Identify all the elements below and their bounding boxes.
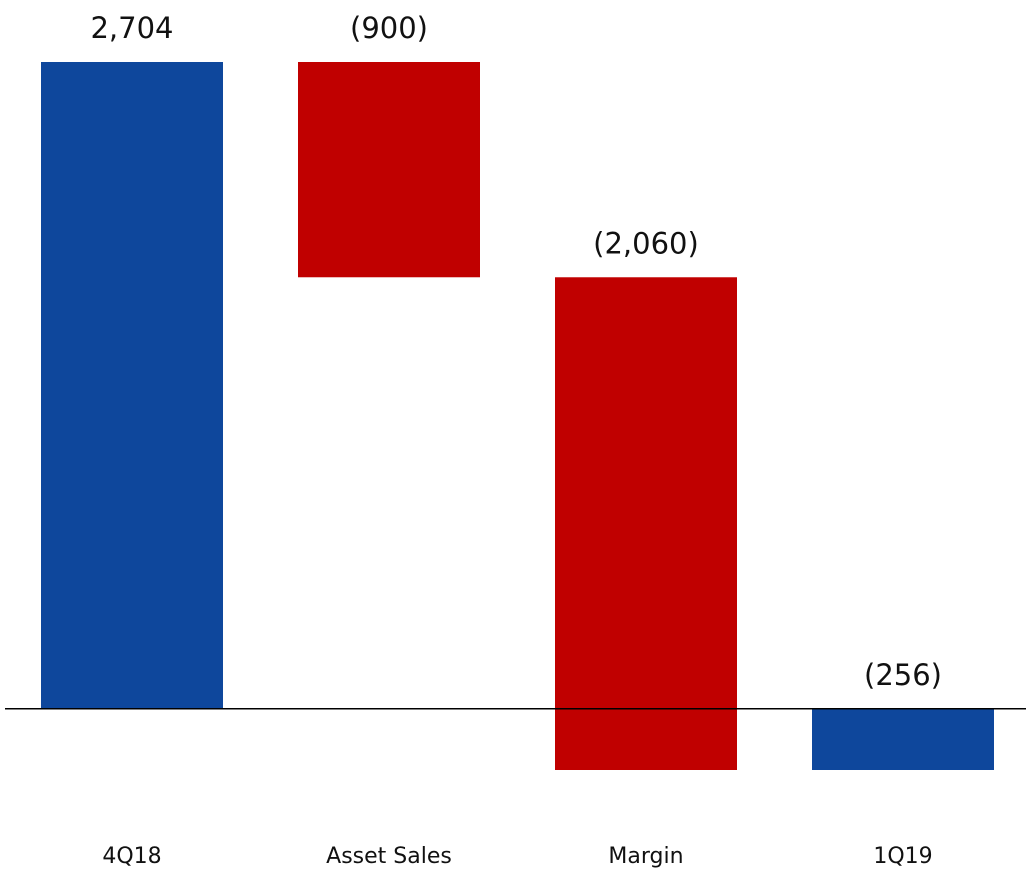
value-label: (256) [864, 658, 942, 692]
bar [41, 62, 223, 709]
x-tick-label: Margin [608, 844, 683, 869]
value-label: (2,060) [593, 226, 699, 260]
x-tick-label: 4Q18 [102, 844, 161, 869]
bar [555, 277, 737, 770]
bar [812, 708, 994, 770]
value-label: 2,704 [90, 11, 173, 45]
bar [298, 62, 480, 278]
x-tick-label: 1Q19 [873, 844, 932, 869]
x-tick-label: Asset Sales [326, 844, 452, 869]
value-label: (900) [350, 11, 428, 45]
